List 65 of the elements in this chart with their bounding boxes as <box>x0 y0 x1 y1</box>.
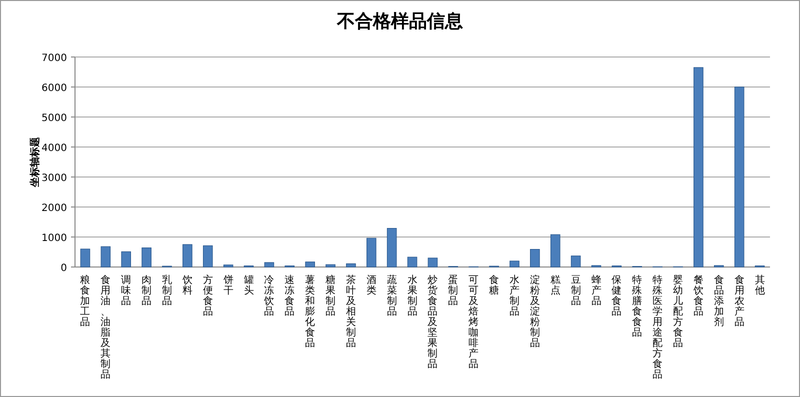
bar <box>366 238 376 268</box>
bar <box>386 228 397 268</box>
x-tick-label: 糕点 <box>550 274 560 296</box>
x-tick-label: 肉制品 <box>142 275 152 307</box>
x-tick-label: 方便食品 <box>202 274 213 318</box>
bar <box>121 251 132 268</box>
x-tick-label: 食品添加剂 <box>714 274 724 328</box>
x-tick-label: 水果制品 <box>407 274 418 318</box>
x-tick-label: 调味品 <box>121 274 132 307</box>
x-tick-label: 水产制品 <box>509 274 520 318</box>
x-tick-label: 速冻食品 <box>284 274 295 318</box>
y-tick-label: 5000 <box>42 113 67 124</box>
x-tick-label: 薯类和膨化食品 <box>305 274 316 349</box>
y-tick-label: 1000 <box>42 233 67 244</box>
bar <box>428 258 438 268</box>
bar <box>80 248 90 268</box>
category-label: 炒货食品及坚果制品 <box>428 275 438 370</box>
x-tick-label: 冷冻饮品 <box>263 274 274 318</box>
x-tick-label: 豆制品 <box>570 275 581 307</box>
bar <box>530 249 540 268</box>
x-tick-label: 蛋制品 <box>448 274 458 307</box>
x-tick-label: 蔬菜制品 <box>386 274 397 318</box>
x-tick-label: 饮料 <box>181 275 192 296</box>
y-tick-label: 2000 <box>42 203 67 214</box>
x-tick-label: 乳制品 <box>162 274 172 307</box>
y-tick-label: 0 <box>60 263 67 274</box>
bar <box>326 264 336 268</box>
bar <box>264 262 274 268</box>
bar <box>142 248 152 268</box>
bar <box>100 246 111 268</box>
bar <box>510 260 520 268</box>
x-tick-label: 饼干 <box>222 274 234 296</box>
y-tick-label: 7000 <box>42 53 67 64</box>
bar <box>305 262 315 268</box>
bar <box>734 86 744 268</box>
x-tick-label: 淀粉及淀粉制品 <box>530 274 540 349</box>
bar <box>223 264 234 268</box>
x-tick-label: 茶叶及相关制品 <box>346 274 356 349</box>
x-tick-label: 罐头 <box>244 275 254 296</box>
category-label: 可可及焙烤咖啡产品 <box>468 275 479 370</box>
x-tick-label: 蜂产品 <box>591 274 602 307</box>
bar <box>182 244 192 268</box>
y-axis-title: 坐标轴标题 <box>29 137 41 188</box>
x-tick-label: 餐饮食品 <box>692 274 704 318</box>
bar <box>407 256 418 268</box>
y-tick-label: 6000 <box>42 83 67 94</box>
x-tick-label: 其他 <box>754 274 765 296</box>
x-tick-label: 食用农产品 <box>734 274 744 328</box>
bar <box>202 245 213 268</box>
category-label: 食用油、油脂及其制品 <box>100 275 111 380</box>
x-tick-label: 保健食品 <box>612 275 622 318</box>
x-tick-label: 特殊膳食食品 <box>632 274 642 338</box>
x-tick-label: 粮食加工品 <box>80 274 90 328</box>
y-tick-label: 4000 <box>42 143 67 154</box>
bar <box>694 67 704 268</box>
bar <box>346 263 356 268</box>
category-label: 特殊医学用途配方食品 <box>652 275 663 380</box>
x-tick-label: 食糖 <box>489 274 500 296</box>
x-tick-label: 婴幼儿配方食品 <box>673 274 684 349</box>
x-tick-label: 糖果制品 <box>326 274 336 318</box>
x-tick-label: 酒类 <box>366 274 376 296</box>
chart-title: 不合格样品信息 <box>336 11 463 32</box>
bar <box>550 234 560 268</box>
y-tick-label: 3000 <box>42 173 67 184</box>
bar <box>570 256 581 268</box>
